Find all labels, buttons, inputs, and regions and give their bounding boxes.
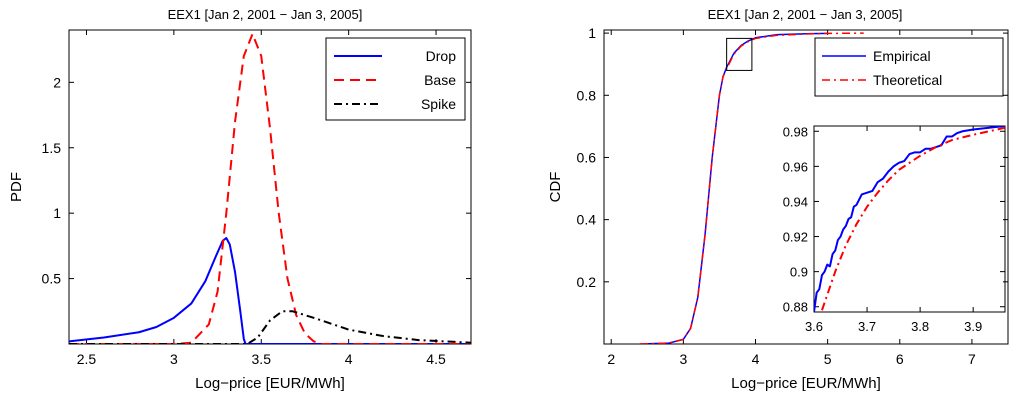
cdf-x-tick-label: 3 xyxy=(679,351,687,367)
cdf-inset: 3.6 3.7 3.8 3.9 0.88 0.9 0.92 0.94 0.96 0.98 xyxy=(783,124,1006,334)
legend-label-spike: Spike xyxy=(421,96,456,112)
pdf-chart: EEX1 [Jan 2, 2001 − Jan 3, 2005] 2.5 3 3.5… xyxy=(8,7,472,392)
pdf-y-tick-label: 1 xyxy=(53,205,61,221)
cdf-inset-y-tick-label: 0.98 xyxy=(783,124,808,139)
cdf-inset-series xyxy=(814,126,1005,312)
cdf-inset-x-tick-label: 3.9 xyxy=(964,319,982,334)
pdf-x-tick-label: 2.5 xyxy=(77,351,97,367)
cdf-legend-box xyxy=(814,37,1004,97)
pdf-series xyxy=(69,32,471,344)
cdf-inset-x-tick-label: 3.7 xyxy=(858,319,876,334)
cdf-inset-plot-area xyxy=(813,125,1006,313)
cdf-inset-x-tick-label: 3.8 xyxy=(911,319,929,334)
pdf-series-spike xyxy=(69,310,471,344)
pdf-x-tick-label: 3 xyxy=(170,351,178,367)
cdf-series xyxy=(640,32,864,344)
cdf-legend: Empirical Theoretical xyxy=(814,37,1004,97)
cdf-y-tick-label: 0.8 xyxy=(577,87,597,103)
pdf-y-axis-label: PDF xyxy=(8,172,25,202)
cdf-plot-area xyxy=(603,29,1009,345)
pdf-series-base xyxy=(69,32,471,344)
pdf-series-drop xyxy=(69,237,471,344)
pdf-legend-box xyxy=(325,37,466,121)
pdf-legend: Drop Base Spike xyxy=(325,37,466,121)
cdf-inset-y-tick-label: 0.9 xyxy=(790,265,808,280)
pdf-x-tick-label: 4 xyxy=(345,351,353,367)
cdf-inset-y-tick-label: 0.96 xyxy=(783,159,808,174)
cdf-zoom-box xyxy=(726,37,753,71)
cdf-series-empirical xyxy=(640,32,828,344)
cdf-inset-y-ticks: 0.88 0.9 0.92 0.94 0.96 0.98 xyxy=(783,124,1005,315)
pdf-y-tick-label: 2 xyxy=(53,74,61,90)
cdf-chart-title: EEX1 [Jan 2, 2001 − Jan 3, 2005] xyxy=(708,7,903,22)
cdf-inset-series-theoretical xyxy=(821,126,1005,311)
cdf-x-tick-label: 5 xyxy=(824,351,832,367)
pdf-x-axis-label: Log−price [EUR/MWh] xyxy=(195,375,345,392)
legend-label-drop: Drop xyxy=(426,48,457,64)
pdf-chart-title: EEX1 [Jan 2, 2001 − Jan 3, 2005] xyxy=(168,7,363,22)
pdf-y-tick-label: 0.5 xyxy=(42,271,62,287)
cdf-y-ticks: 0.2 0.4 0.6 0.8 1 xyxy=(577,25,1008,290)
cdf-y-tick-label: 0.6 xyxy=(577,149,597,165)
cdf-inset-series-empirical xyxy=(814,126,1005,312)
cdf-x-tick-label: 2 xyxy=(607,351,615,367)
cdf-y-tick-label: 1 xyxy=(588,25,596,41)
legend-label-empirical: Empirical xyxy=(873,48,931,64)
cdf-x-axis-label: Log−price [EUR/MWh] xyxy=(731,375,881,392)
legend-label-base: Base xyxy=(424,72,456,88)
cdf-y-tick-label: 0.2 xyxy=(577,274,597,290)
cdf-inset-x-ticks: 3.6 3.7 3.8 3.9 xyxy=(805,126,982,334)
cdf-x-ticks: 2 3 4 5 6 7 xyxy=(607,30,976,367)
cdf-series-theoretical xyxy=(640,32,864,344)
cdf-x-tick-label: 4 xyxy=(752,351,760,367)
cdf-y-axis-label: CDF xyxy=(547,172,564,203)
cdf-inset-y-tick-label: 0.94 xyxy=(783,194,808,209)
legend-label-theoretical: Theoretical xyxy=(873,72,942,88)
pdf-y-tick-label: 1.5 xyxy=(42,140,62,156)
cdf-x-tick-label: 6 xyxy=(896,351,904,367)
cdf-y-tick-label: 0.4 xyxy=(577,212,597,228)
cdf-inset-y-tick-label: 0.88 xyxy=(783,300,808,315)
pdf-x-tick-label: 4.5 xyxy=(426,351,446,367)
cdf-x-tick-label: 7 xyxy=(968,351,976,367)
pdf-y-ticks: 0.5 1 1.5 2 xyxy=(42,74,471,287)
cdf-inset-x-tick-label: 3.6 xyxy=(805,319,823,334)
cdf-inset-y-tick-label: 0.92 xyxy=(783,230,808,245)
pdf-x-tick-label: 3.5 xyxy=(252,351,272,367)
